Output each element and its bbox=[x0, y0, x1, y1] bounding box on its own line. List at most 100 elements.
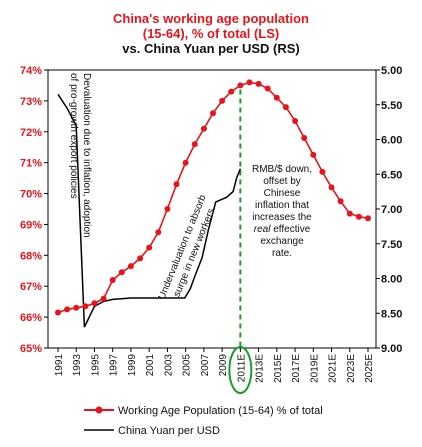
x-tick-label: 1993 bbox=[72, 354, 83, 377]
working-age-point bbox=[228, 88, 235, 95]
chart-title-line1: China's working age population bbox=[113, 11, 309, 26]
left-tick-label: 74% bbox=[20, 65, 42, 77]
right-tick-label: 9.00 bbox=[381, 343, 402, 355]
working-age-point bbox=[109, 277, 116, 283]
working-age-point bbox=[337, 198, 344, 205]
x-tick-label: 2001 bbox=[145, 354, 156, 377]
legend-swatch-red-marker bbox=[95, 406, 103, 414]
x-axis: 1991 1993 1995 1997 1999 2001 2003 2005 2007 2009… bbox=[54, 348, 375, 383]
annotation-rmb-line7: exchange bbox=[260, 236, 304, 247]
legend: Working Age Population (15-64) % of tota… bbox=[84, 405, 323, 437]
x-tick-label: 2007 bbox=[200, 354, 211, 377]
working-age-point bbox=[82, 303, 89, 310]
working-age-point bbox=[273, 94, 280, 101]
x-tick-label: 2013E bbox=[255, 354, 266, 383]
working-age-point bbox=[164, 206, 171, 212]
annotation-rmb-line3: Chinese bbox=[264, 188, 301, 199]
left-tick-label: 66% bbox=[20, 312, 42, 324]
right-tick-label: 8.00 bbox=[381, 274, 402, 286]
x-tick-label: 2021E bbox=[328, 354, 339, 383]
annotation-rmb-line4: inflation that bbox=[255, 200, 309, 211]
annotation-rmb-real: real bbox=[254, 224, 271, 235]
x-tick-label: 2017E bbox=[291, 354, 302, 383]
right-tick-label: 6.50 bbox=[381, 169, 402, 181]
working-age-point bbox=[55, 309, 61, 316]
annotation-rmb-line1: RMB/$ down, bbox=[252, 164, 312, 175]
working-age-point bbox=[246, 79, 253, 86]
legend-label-yuan: China Yuan per USD bbox=[118, 425, 220, 437]
right-tick-label: 7.00 bbox=[381, 204, 402, 216]
working-age-point bbox=[200, 125, 207, 132]
x-tick-label: 2015E bbox=[273, 354, 284, 383]
left-tick-label: 70% bbox=[20, 189, 42, 201]
working-age-point bbox=[155, 229, 162, 236]
working-age-point bbox=[355, 213, 362, 220]
working-age-point bbox=[292, 118, 299, 124]
x-tick-label: 2003 bbox=[163, 354, 174, 377]
left-tick-label: 73% bbox=[20, 96, 42, 108]
working-age-point bbox=[127, 263, 134, 270]
left-tick-label: 72% bbox=[20, 127, 42, 139]
working-age-point bbox=[118, 269, 125, 276]
annotation-rmb-effective: effective bbox=[270, 224, 310, 235]
working-age-point bbox=[264, 85, 271, 92]
working-age-line bbox=[57, 81, 369, 314]
working-age-point bbox=[328, 184, 335, 191]
series-working-age-population bbox=[55, 79, 371, 316]
right-tick-label: 8.50 bbox=[381, 308, 402, 320]
working-age-point bbox=[100, 295, 107, 302]
series-yuan-per-usd bbox=[57, 93, 242, 328]
x-tick-label: 2019E bbox=[309, 354, 320, 383]
x-tick-label: 2011E bbox=[236, 354, 247, 383]
left-tick-label: 71% bbox=[20, 158, 42, 170]
working-age-point bbox=[137, 255, 144, 262]
working-age-point bbox=[191, 141, 198, 148]
chart-title-line3: vs. China Yuan per USD (RS) bbox=[122, 41, 299, 56]
working-age-point bbox=[237, 82, 244, 89]
annotation-devaluation-line2: of pro-growth export policies bbox=[68, 73, 79, 199]
left-axis: 65% 66% 67% 68% 69% 70% 71% 72% 73% 74% bbox=[20, 65, 48, 355]
legend-label-working-age: Working Age Population (15-64) % of tota… bbox=[118, 405, 323, 417]
left-tick-label: 68% bbox=[20, 250, 42, 262]
x-tick-label: 2023E bbox=[346, 354, 357, 383]
highlight-ellipse bbox=[228, 346, 253, 394]
right-tick-label: 5.50 bbox=[381, 100, 402, 112]
annotation-rmb-line2: offset by bbox=[263, 176, 301, 187]
working-age-point bbox=[255, 80, 262, 87]
annotation-rmb-line6: real effective bbox=[254, 224, 311, 235]
x-tick-label: 1999 bbox=[127, 354, 138, 377]
x-tick-label: 2025E bbox=[364, 354, 375, 383]
right-tick-label: 7.50 bbox=[381, 239, 402, 251]
working-age-point bbox=[346, 210, 353, 217]
annotation-rmb-line5: increases the bbox=[252, 212, 312, 223]
working-age-point bbox=[365, 215, 371, 222]
working-age-point bbox=[182, 159, 189, 166]
right-tick-label: 5.00 bbox=[381, 65, 402, 77]
annotation-devaluation-line1: Devaluation due to inflation, adoption bbox=[81, 73, 92, 238]
right-axis: 5.00 5.50 6.00 6.50 7.00 7.50 8.00 8.50 9.00 bbox=[376, 65, 402, 355]
annotation-devaluation: Devaluation due to inflation, adoption o… bbox=[68, 73, 92, 238]
annotation-rmb-line8: rate. bbox=[272, 248, 292, 259]
x-tick-label: 2009 bbox=[218, 354, 229, 377]
working-age-point bbox=[64, 306, 71, 313]
working-age-point bbox=[210, 110, 216, 117]
chart-title-line2: (15-64), % of total (LS) bbox=[143, 26, 280, 41]
working-age-point bbox=[146, 244, 153, 251]
x-tick-label: 1997 bbox=[109, 354, 120, 377]
yuan-line bbox=[57, 93, 242, 328]
working-age-point bbox=[91, 300, 98, 307]
working-age-point bbox=[173, 181, 180, 188]
x-tick-label: 1995 bbox=[90, 354, 101, 377]
x-tick-label: 2005 bbox=[182, 354, 193, 377]
working-age-point bbox=[310, 151, 317, 158]
working-age-point bbox=[73, 304, 80, 311]
left-tick-label: 69% bbox=[20, 219, 42, 231]
annotation-rmb: RMB/$ down, offset by Chinese inflation … bbox=[252, 164, 312, 259]
x-tick-label: 1991 bbox=[54, 354, 65, 377]
left-tick-label: 65% bbox=[20, 343, 42, 355]
right-tick-label: 6.00 bbox=[381, 135, 402, 147]
working-age-point bbox=[219, 97, 226, 104]
left-tick-label: 67% bbox=[20, 281, 42, 293]
